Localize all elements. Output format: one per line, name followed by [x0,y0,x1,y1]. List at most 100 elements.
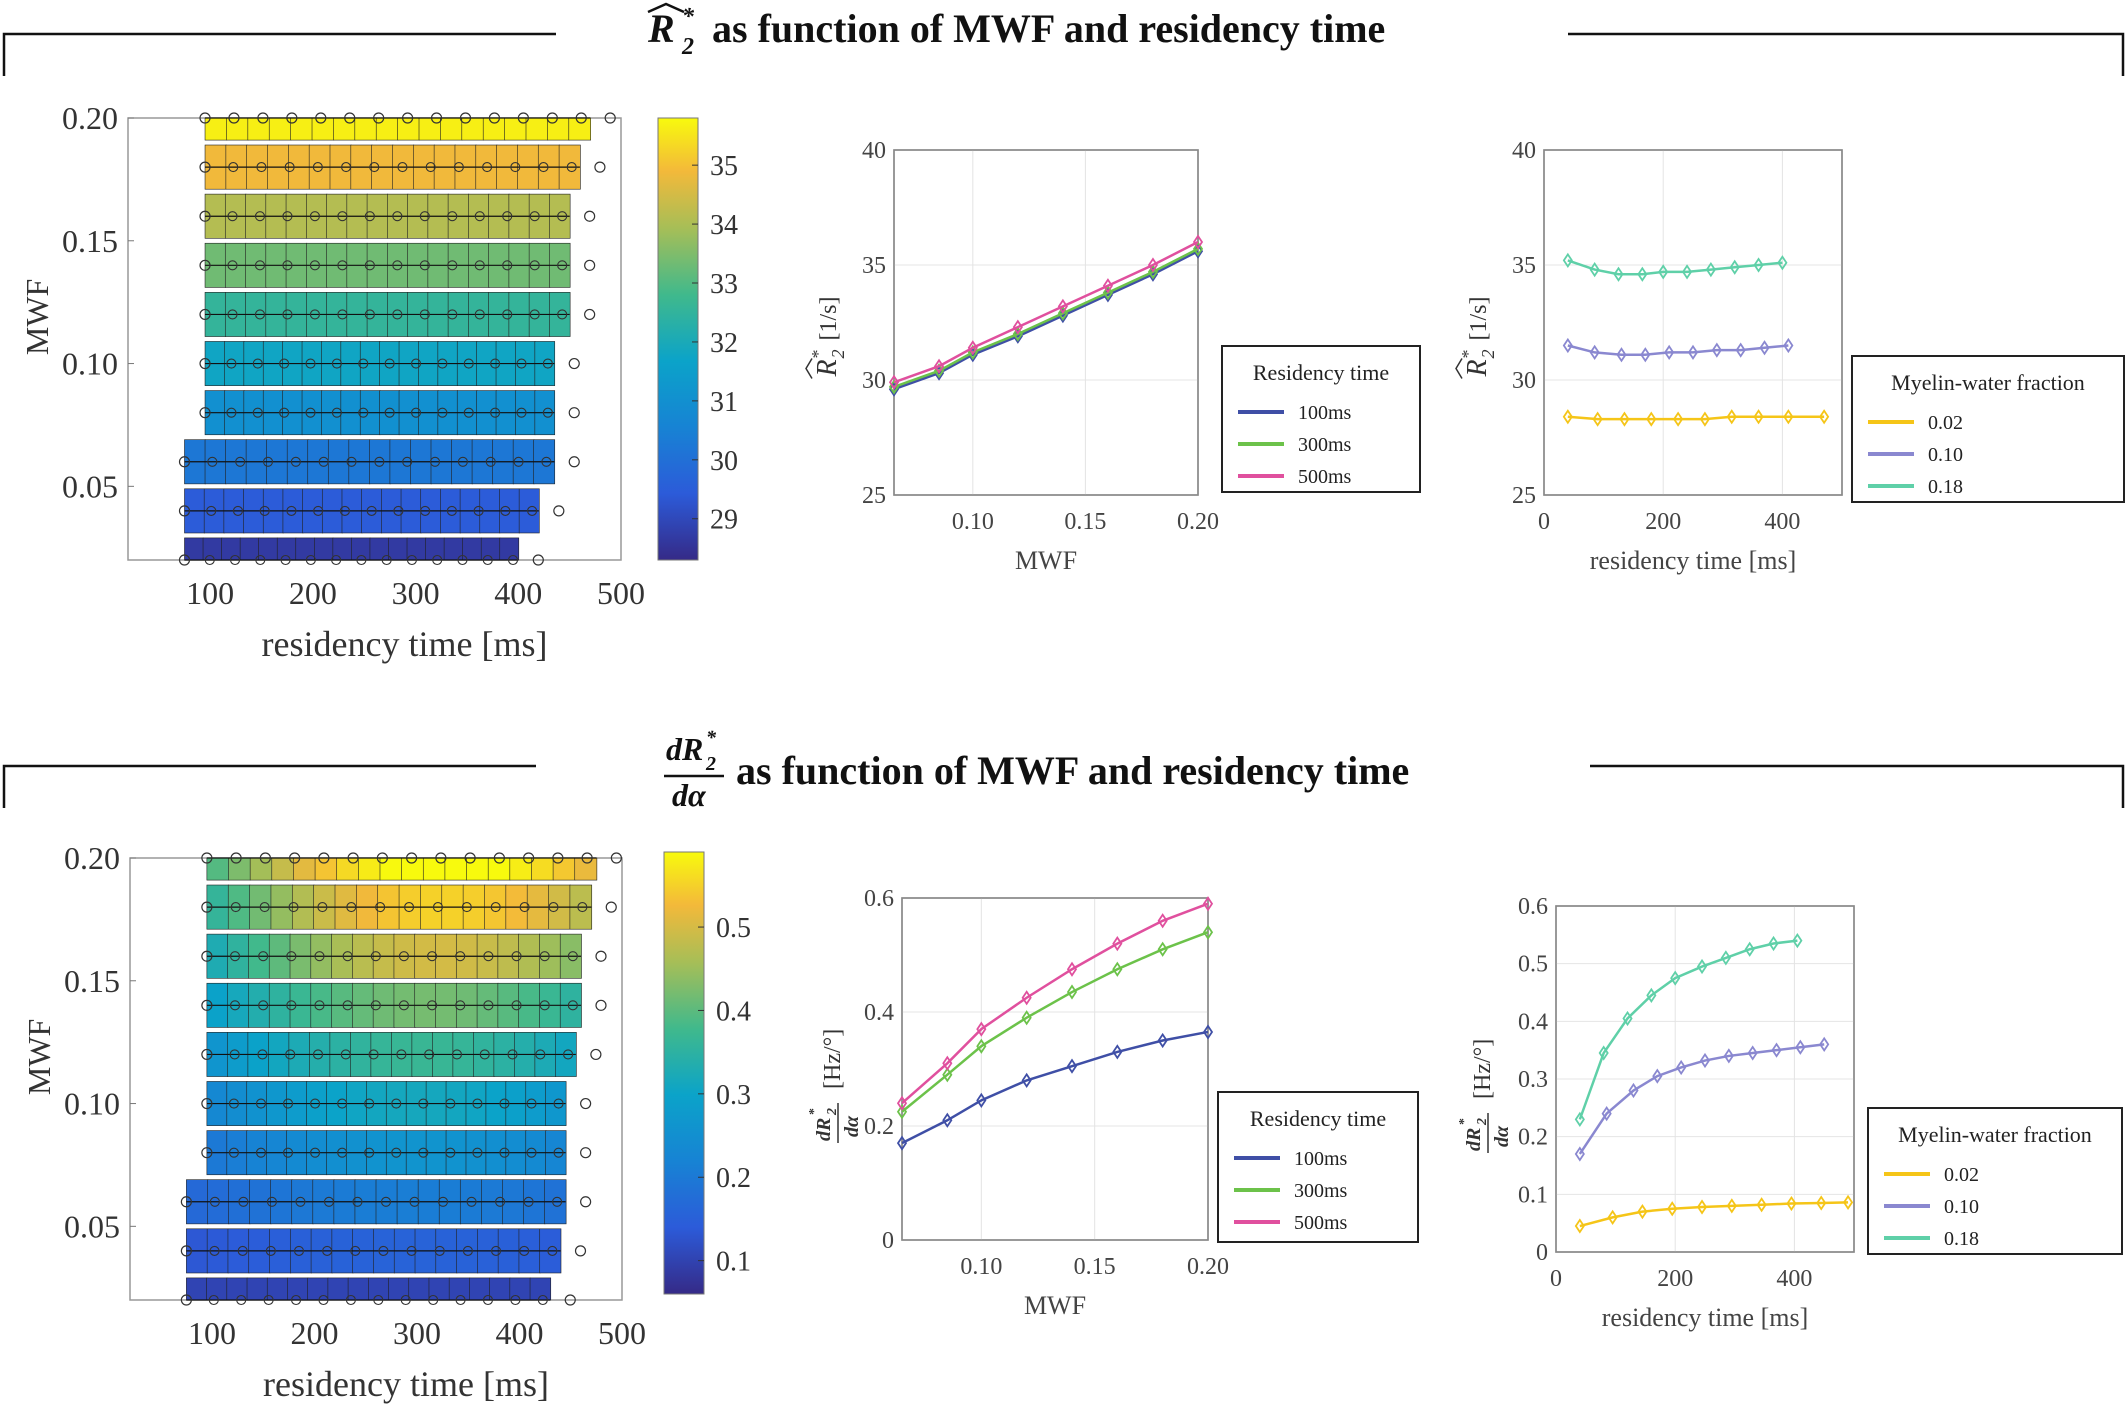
heatmap-axes-box [129,857,623,1301]
legend-entry: 0.10 [1944,1196,1979,1218]
sample-point-marker [201,1097,213,1110]
y-tick-label: 0.2 [1518,1125,1548,1151]
data-point-marker [1562,252,1573,269]
sample-point-marker [432,902,443,913]
data-point-marker [1819,1036,1830,1053]
sample-point-marker [342,951,353,962]
heatmap-cell [418,117,442,141]
data-point-marker [1066,961,1078,977]
sample-point-marker [400,1294,411,1306]
x-axis-label: residency time [ms] [1602,1303,1809,1332]
data-point-marker [1753,257,1764,273]
sample-point-marker [259,902,270,913]
colorbar-tick-label: 33 [710,269,738,300]
y-tick-label: 0.10 [62,346,118,382]
data-point-marker [1681,264,1693,280]
sample-point-marker [419,309,430,320]
sample-point-marker [542,358,553,369]
x-axis-label: residency time [ms] [262,624,548,664]
sample-point-marker [266,1196,277,1207]
data-point-marker [1112,961,1123,977]
heatmap-cell [368,1277,390,1301]
sample-point-marker [199,112,211,124]
data-point-marker [1157,913,1168,929]
sample-point-marker [228,1098,239,1109]
x-tick-label: 100 [188,1315,236,1351]
heatmap-cell [547,117,570,141]
data-point-marker [976,1092,987,1108]
legend-title: Residency time [1253,360,1389,385]
sample-point-marker [437,407,448,418]
x-tick-label: 100 [186,575,234,611]
sample-point-marker [342,1000,353,1011]
data-point-marker [888,374,900,390]
sample-point-marker [455,1294,466,1306]
sample-point-marker [500,505,511,516]
y-axis-symbol-subscript: 2 [828,350,848,359]
heatmap-cell [440,117,463,141]
sample-point-marker [392,309,403,320]
sample-point-marker [432,554,443,566]
sample-point-marker [288,902,299,913]
data-point-marker [896,1095,908,1111]
heatmap-cell [295,537,316,561]
sample-point-marker [364,1098,375,1109]
data-point-marker [1726,409,1737,425]
sample-point-marker [568,407,580,419]
heatmap-cell [397,117,420,141]
y-tick-label: 25 [1512,483,1536,509]
y-tick-label: 40 [862,138,886,164]
y-tick-label: 30 [1512,368,1536,394]
data-point-marker [1021,1010,1032,1026]
sample-point-marker [513,456,524,467]
sample-point-marker [495,1196,506,1207]
data-point-marker [1705,261,1716,278]
legend-title: Residency time [1250,1106,1386,1131]
y-tick-label: 0.2 [864,1114,894,1140]
heatmap-cell [525,117,549,141]
sample-point-marker [286,505,297,516]
data-point-marker [1102,284,1114,301]
heatmap-cell [246,1277,269,1301]
sample-point-marker [356,554,367,566]
series-line [893,247,1199,389]
sample-point-marker [384,358,395,369]
series-line [1579,1201,1849,1228]
data-point-marker [1816,1195,1827,1211]
sample-point-marker [369,162,380,173]
sample-point-marker [529,211,540,222]
header-bracket-right [1568,32,2125,76]
sample-point-marker [574,1245,587,1257]
sample-point-marker [532,554,544,566]
data-point-marker [967,340,978,356]
sample-point-marker [201,1048,213,1061]
sample-point-marker [447,211,458,222]
x-tick-label: 200 [289,575,337,611]
x-axis-label: MWF [1015,546,1077,575]
sample-point-marker [282,309,293,320]
data-point-marker [1637,1204,1648,1220]
y-tick-label: 0.6 [864,886,894,912]
sample-point-marker [312,1049,324,1060]
data-point-marker [1202,924,1214,940]
y-axis-unit: [Hz/°] [1470,1039,1496,1099]
sample-point-marker [568,456,580,468]
sample-point-marker [252,358,263,369]
plot-frame [893,149,1199,496]
sample-point-marker [502,309,513,320]
sample-point-marker [490,358,501,369]
sample-point-marker [180,1196,192,1208]
sample-point-marker [322,1245,333,1256]
sample-point-marker [447,309,458,320]
sample-point-marker [499,1147,510,1158]
data-point-marker [1753,409,1764,425]
sample-point-marker [199,259,211,271]
data-point-marker [1783,337,1794,354]
sample-point-marker [557,260,568,271]
data-point-marker [1747,1045,1758,1061]
sample-point-marker [447,260,458,271]
sample-point-marker [409,1196,420,1207]
sample-point-marker [199,308,211,321]
legend-title: Myelin-water fraction [1891,370,2085,395]
